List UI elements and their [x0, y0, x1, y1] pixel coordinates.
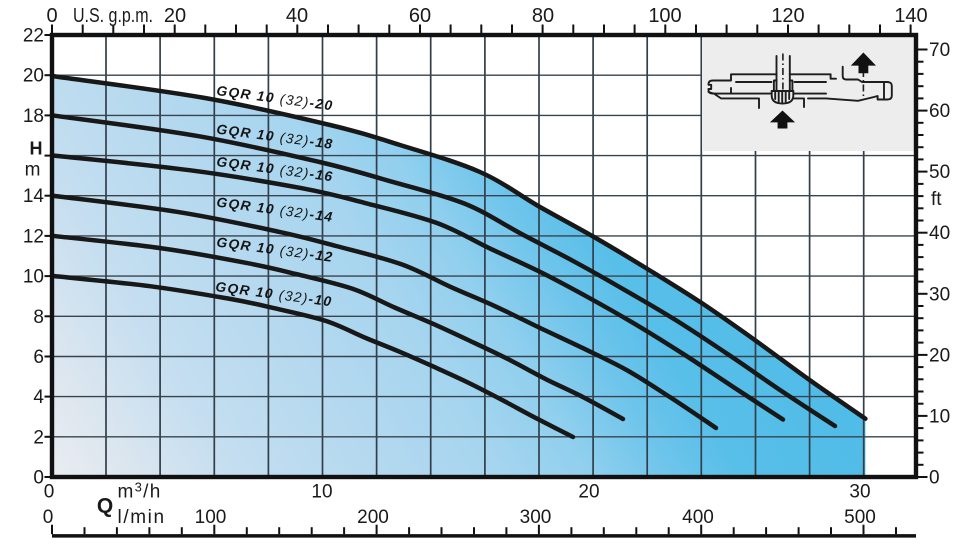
svg-text:120: 120	[771, 5, 804, 27]
svg-text:22: 22	[23, 26, 44, 47]
svg-text:0: 0	[44, 482, 55, 503]
svg-text:400: 400	[682, 507, 714, 528]
svg-text:140: 140	[894, 5, 927, 27]
svg-text:40: 40	[286, 5, 308, 27]
svg-text:4: 4	[33, 387, 44, 408]
svg-text:100: 100	[648, 5, 681, 27]
svg-text:300: 300	[520, 507, 552, 528]
svg-text:18: 18	[23, 106, 44, 127]
svg-text:10: 10	[929, 406, 950, 427]
svg-text:ft: ft	[931, 189, 942, 210]
svg-text:0: 0	[33, 468, 44, 489]
svg-text:U.S. g.p.m.: U.S. g.p.m.	[73, 5, 153, 27]
svg-text:20: 20	[164, 5, 186, 27]
svg-text:20: 20	[578, 482, 599, 503]
svg-text:2: 2	[33, 427, 44, 448]
svg-text:10: 10	[23, 267, 44, 288]
svg-text:200: 200	[357, 507, 389, 528]
svg-text:60: 60	[409, 5, 431, 27]
svg-text:20: 20	[23, 66, 44, 87]
svg-text:100: 100	[195, 507, 227, 528]
svg-text:80: 80	[532, 5, 554, 27]
svg-text:30: 30	[929, 284, 950, 305]
svg-text:0: 0	[46, 5, 57, 27]
svg-text:10: 10	[311, 482, 332, 503]
svg-text:30: 30	[849, 482, 870, 503]
svg-text:H: H	[30, 139, 43, 159]
svg-text:70: 70	[929, 40, 950, 61]
svg-text:0: 0	[929, 468, 940, 489]
svg-text:40: 40	[929, 223, 950, 244]
svg-text:0: 0	[43, 507, 54, 528]
svg-text:500: 500	[844, 507, 876, 528]
svg-text:60: 60	[929, 101, 950, 122]
svg-text:Q: Q	[97, 495, 113, 518]
svg-text:m3/h: m3/h	[118, 480, 162, 503]
svg-text:6: 6	[33, 347, 44, 368]
svg-text:l/min: l/min	[118, 507, 166, 528]
svg-text:8: 8	[33, 307, 44, 328]
svg-text:20: 20	[929, 345, 950, 366]
svg-text:50: 50	[929, 162, 950, 183]
svg-text:12: 12	[23, 226, 44, 247]
svg-text:m: m	[25, 160, 41, 181]
svg-text:14: 14	[23, 186, 45, 207]
